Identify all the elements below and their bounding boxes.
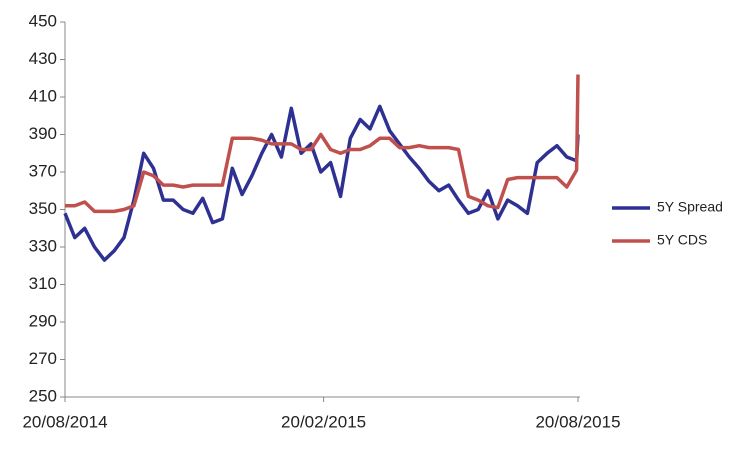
- y-tick-label: 410: [29, 86, 57, 105]
- x-tick-label: 20/08/2015: [535, 412, 620, 431]
- y-tick-label: 450: [29, 11, 57, 30]
- y-tick-label: 390: [29, 124, 57, 143]
- legend-label: 5Y Spread: [657, 199, 723, 215]
- x-tick-label: 20/02/2015: [281, 412, 366, 431]
- y-tick-label: 270: [29, 349, 57, 368]
- y-tick-label: 330: [29, 236, 57, 255]
- series-line: [65, 74, 580, 214]
- y-tick-label: 250: [29, 386, 57, 405]
- series-line: [63, 104, 580, 262]
- y-tick-label: 430: [29, 49, 57, 68]
- y-tick-label: 310: [29, 274, 57, 293]
- x-tick-label: 20/08/2014: [22, 412, 107, 431]
- y-tick-label: 350: [29, 199, 57, 218]
- y-tick-label: 370: [29, 161, 57, 180]
- legend-label: 5Y CDS: [657, 232, 707, 248]
- y-tick-label: 290: [29, 311, 57, 330]
